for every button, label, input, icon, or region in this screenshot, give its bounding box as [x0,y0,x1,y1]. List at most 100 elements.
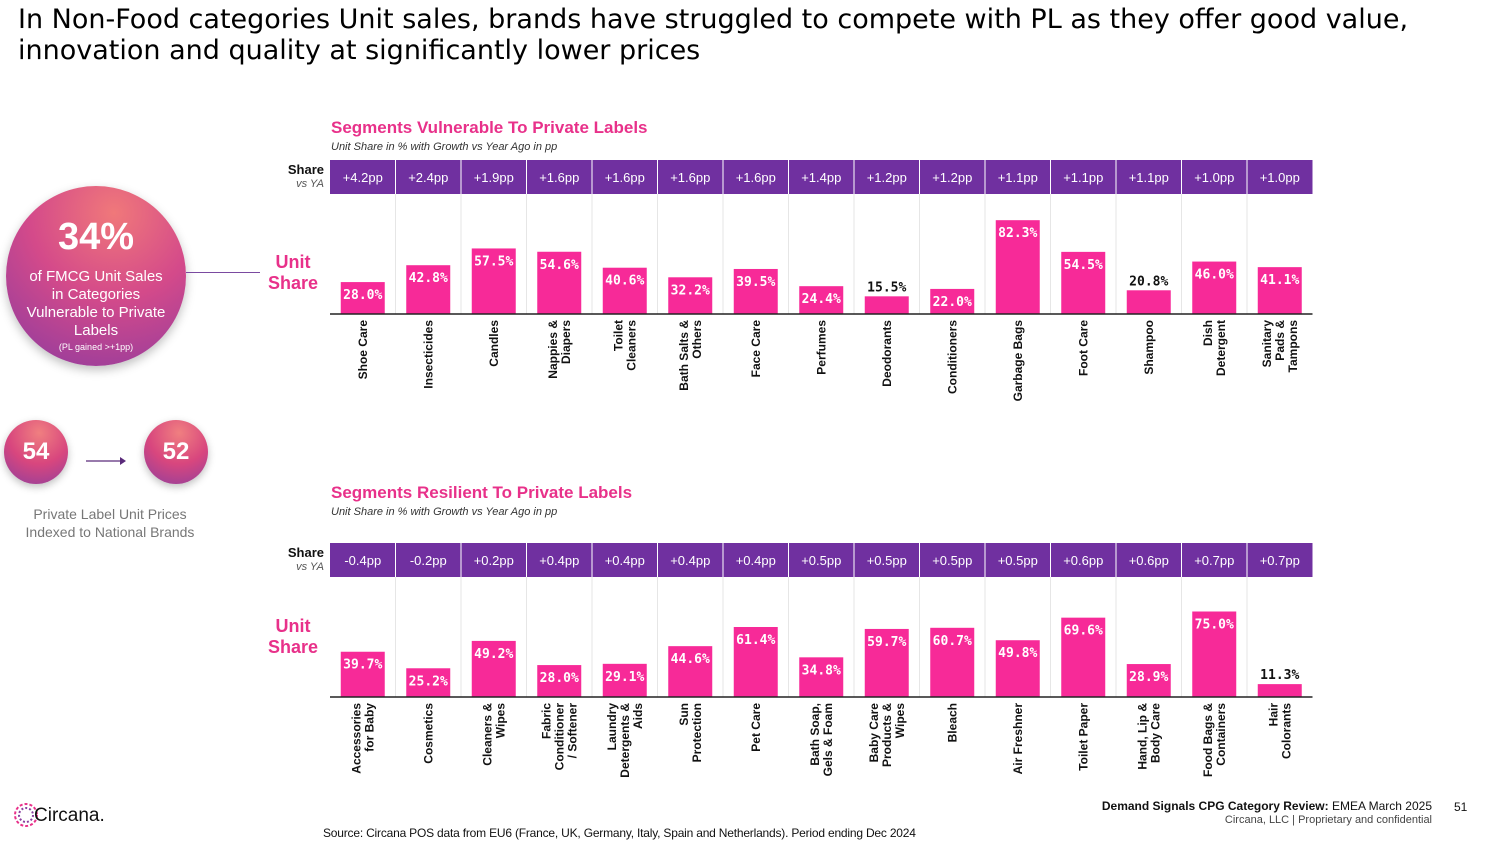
category-label-line: Shampoo [1142,320,1156,375]
category-label-line: Pads & [1273,320,1287,361]
growth-label: +1.6pp [605,170,645,185]
unit-share-label: Unit Share [262,252,324,294]
bar [1257,267,1302,314]
growth-label: -0.4pp [344,553,381,568]
category-label: Perfumes [814,320,828,375]
growth-label: +1.4pp [801,170,841,185]
page-title: In Non-Food categories Unit sales, brand… [18,4,1409,66]
growth-label: +0.5pp [867,553,907,568]
growth-header-band [330,160,1313,194]
category-label: Pet Care [749,703,763,752]
company-confidential: Circana, LLC | Proprietary and confident… [1224,814,1432,826]
category-label: Cleaners &Wipes [480,703,507,766]
growth-label: +0.4pp [605,553,645,568]
category-label-line: Others [690,320,704,359]
category-label-line: Insecticides [421,320,435,389]
category-label: SanitaryPads &Tampons [1260,320,1300,373]
callout-text: of FMCG Unit Sales in Categories Vulnera… [26,268,166,339]
growth-label: +0.5pp [801,553,841,568]
bar [799,657,844,697]
bar [799,286,844,314]
report-edition: EMEA March 2025 [1331,799,1432,813]
category-label-line: Gels & Foam [821,703,835,776]
report-name: Demand Signals CPG Category Review: [1101,799,1329,813]
category-label-line: Pet Care [749,703,763,752]
category-label: HairColorants [1266,703,1293,759]
growth-label: +1.6pp [670,170,710,185]
bar [1126,664,1171,697]
price-index-label: Private Label Unit Prices Indexed to Nat… [25,506,195,540]
category-label-line: Products & [880,703,894,767]
category-label-line: Nappies & [546,320,560,379]
value-label: 32.2% [671,283,710,298]
bar [864,296,909,314]
value-label: 39.5% [736,275,775,290]
category-label: Candles [487,320,501,367]
bar [406,668,451,697]
growth-label: +0.6pp [1129,553,1169,568]
category-label-line: Conditioner [552,703,566,771]
vs-ya-label: vs YA [296,561,324,573]
growth-label: +0.5pp [932,553,972,568]
category-label: Bath Salts &Others [677,320,704,391]
growth-label: +0.5pp [998,553,1038,568]
category-label-line: Toilet Paper [1076,703,1090,771]
growth-label: +1.1pp [998,170,1038,185]
bar [733,627,778,697]
growth-label: +0.2pp [474,553,514,568]
category-label-line: Tampons [1286,320,1300,373]
bar [668,277,713,314]
value-label: 29.1% [605,670,644,685]
category-label-line: Accessories [349,703,363,774]
growth-header-band [330,543,1313,577]
value-label: 49.8% [998,646,1037,661]
category-label-line: Detergents & [618,703,632,778]
growth-label: +1.2pp [867,170,907,185]
category-label: SunProtection [677,703,704,762]
arrow-right-icon [86,457,126,465]
growth-label: +0.4pp [670,553,710,568]
share-vs-ya-label-2: Share vs YA [268,546,324,574]
bar [1192,261,1237,314]
share-label: Share [287,162,324,177]
bar [995,640,1040,697]
category-label: Shampoo [1142,320,1156,375]
value-label: 34.8% [802,663,841,678]
bar [1061,251,1106,314]
category-label: Deodorants [880,320,894,387]
circana-logo-text: Circana. [34,805,105,826]
bar [864,628,909,697]
category-label-line: Detergent [1214,320,1228,376]
value-label: 11.3% [1260,668,1299,683]
price-index-to: 52 [144,420,208,484]
value-label: 61.4% [736,633,775,648]
bar [995,220,1040,314]
category-label: Accessoriesfor Baby [349,703,376,774]
value-label: 69.6% [1064,624,1103,639]
category-label-line: Bath Soap, [808,703,822,766]
value-label: 42.8% [409,271,448,286]
value-label: 25.2% [409,674,448,689]
unit-share-label-2: Unit Share [262,616,324,658]
category-label: DishDetergent [1201,320,1228,376]
growth-label: +0.6pp [1063,553,1103,568]
category-label-line: Wipes [493,703,507,739]
bar [733,268,778,314]
category-label: Foot Care [1076,320,1090,376]
vs-ya-label: vs YA [296,178,324,190]
growth-label: +1.2pp [932,170,972,185]
bar [930,627,975,697]
category-label-line: Conditioners [945,320,959,394]
value-label: 57.5% [474,254,513,269]
category-label-line: Candles [487,320,501,367]
category-label: LaundryDetergents &Aids [605,703,645,778]
bar [537,665,582,697]
share-label-2: Share [267,637,319,657]
category-label: Baby CareProducts &Wipes [867,703,907,767]
bar [1192,611,1237,697]
chart-subtitle-resilient: Unit Share in % with Growth vs Year Ago … [331,506,558,518]
unit-label: Unit [275,252,311,272]
category-label-line: Laundry [605,703,619,751]
growth-label: +0.7pp [1260,553,1300,568]
growth-label: +1.0pp [1260,170,1300,185]
